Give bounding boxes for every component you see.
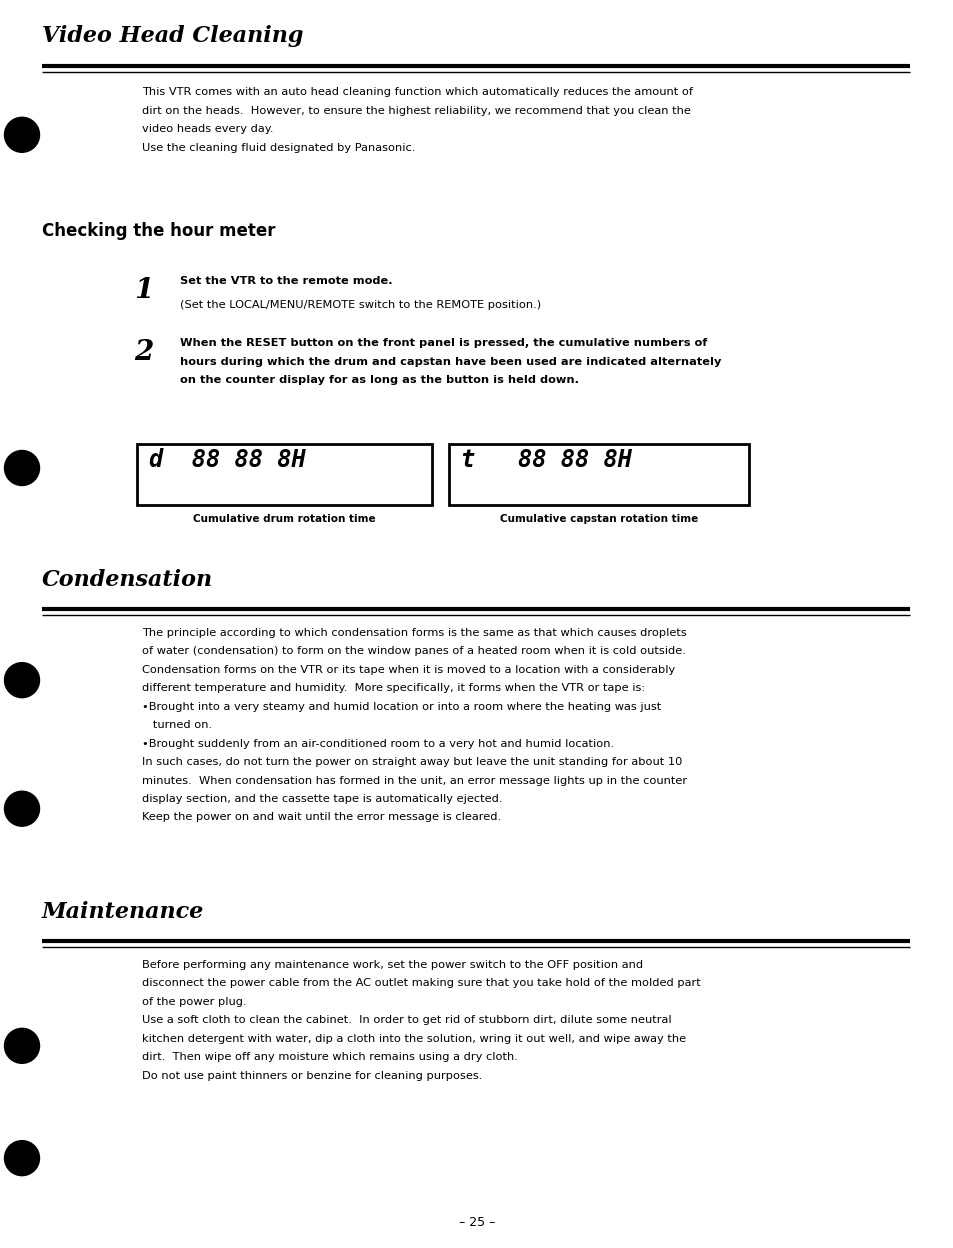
Text: Keep the power on and wait until the error message is cleared.: Keep the power on and wait until the err… bbox=[142, 812, 500, 822]
Circle shape bbox=[5, 451, 39, 485]
Text: d  88 88 8H: d 88 88 8H bbox=[149, 448, 305, 472]
Text: The principle according to which condensation forms is the same as that which ca: The principle according to which condens… bbox=[142, 628, 686, 638]
Text: dirt.  Then wipe off any moisture which remains using a dry cloth.: dirt. Then wipe off any moisture which r… bbox=[142, 1052, 517, 1062]
Circle shape bbox=[5, 1028, 39, 1063]
Text: Condensation: Condensation bbox=[42, 569, 213, 592]
Bar bbox=[449, 444, 748, 505]
Circle shape bbox=[5, 117, 39, 152]
Text: Before performing any maintenance work, set the power switch to the OFF position: Before performing any maintenance work, … bbox=[142, 960, 642, 970]
Text: kitchen detergent with water, dip a cloth into the solution, wring it out well, : kitchen detergent with water, dip a clot… bbox=[142, 1033, 685, 1043]
Text: different temperature and humidity.  More specifically, it forms when the VTR or: different temperature and humidity. More… bbox=[142, 683, 644, 693]
Text: Checking the hour meter: Checking the hour meter bbox=[42, 222, 275, 240]
Text: turned on.: turned on. bbox=[142, 720, 212, 730]
Text: 2: 2 bbox=[133, 339, 153, 367]
Text: on the counter display for as long as the button is held down.: on the counter display for as long as th… bbox=[180, 376, 578, 386]
Text: Use a soft cloth to clean the cabinet.  In order to get rid of stubborn dirt, di: Use a soft cloth to clean the cabinet. I… bbox=[142, 1015, 671, 1025]
Circle shape bbox=[5, 791, 39, 826]
Text: video heads every day.: video heads every day. bbox=[142, 125, 274, 135]
Text: of water (condensation) to form on the window panes of a heated room when it is : of water (condensation) to form on the w… bbox=[142, 646, 685, 656]
Text: 1: 1 bbox=[133, 277, 153, 305]
Text: Condensation forms on the VTR or its tape when it is moved to a location with a : Condensation forms on the VTR or its tap… bbox=[142, 665, 675, 675]
Text: Cumulative drum rotation time: Cumulative drum rotation time bbox=[193, 514, 375, 524]
Text: •Brought into a very steamy and humid location or into a room where the heating : •Brought into a very steamy and humid lo… bbox=[142, 701, 660, 711]
Text: hours during which the drum and capstan have been used are indicated alternately: hours during which the drum and capstan … bbox=[180, 357, 720, 367]
Text: display section, and the cassette tape is automatically ejected.: display section, and the cassette tape i… bbox=[142, 794, 502, 804]
Text: Do not use paint thinners or benzine for cleaning purposes.: Do not use paint thinners or benzine for… bbox=[142, 1071, 482, 1081]
Text: Video Head Cleaning: Video Head Cleaning bbox=[42, 25, 303, 47]
Text: When the RESET button on the front panel is pressed, the cumulative numbers of: When the RESET button on the front panel… bbox=[180, 338, 706, 348]
Text: Set the VTR to the remote mode.: Set the VTR to the remote mode. bbox=[180, 276, 393, 286]
Text: In such cases, do not turn the power on straight away but leave the unit standin: In such cases, do not turn the power on … bbox=[142, 758, 681, 768]
Text: – 25 –: – 25 – bbox=[458, 1216, 495, 1228]
Circle shape bbox=[5, 1141, 39, 1176]
Text: •Brought suddenly from an air-conditioned room to a very hot and humid location.: •Brought suddenly from an air-conditione… bbox=[142, 739, 614, 749]
Circle shape bbox=[5, 663, 39, 698]
Text: t   88 88 8H: t 88 88 8H bbox=[460, 448, 631, 472]
Text: (Set the LOCAL/MENU/REMOTE switch to the REMOTE position.): (Set the LOCAL/MENU/REMOTE switch to the… bbox=[180, 300, 540, 310]
Text: Use the cleaning fluid designated by Panasonic.: Use the cleaning fluid designated by Pan… bbox=[142, 142, 415, 152]
Text: This VTR comes with an auto head cleaning function which automatically reduces t: This VTR comes with an auto head cleanin… bbox=[142, 87, 692, 97]
Text: disconnect the power cable from the AC outlet making sure that you take hold of : disconnect the power cable from the AC o… bbox=[142, 978, 700, 988]
Text: dirt on the heads.  However, to ensure the highest reliability, we recommend tha: dirt on the heads. However, to ensure th… bbox=[142, 106, 690, 116]
Text: of the power plug.: of the power plug. bbox=[142, 997, 247, 1007]
Text: minutes.  When condensation has formed in the unit, an error message lights up i: minutes. When condensation has formed in… bbox=[142, 775, 686, 785]
Text: Cumulative capstan rotation time: Cumulative capstan rotation time bbox=[499, 514, 698, 524]
Text: Maintenance: Maintenance bbox=[42, 901, 204, 924]
Bar bbox=[137, 444, 432, 505]
